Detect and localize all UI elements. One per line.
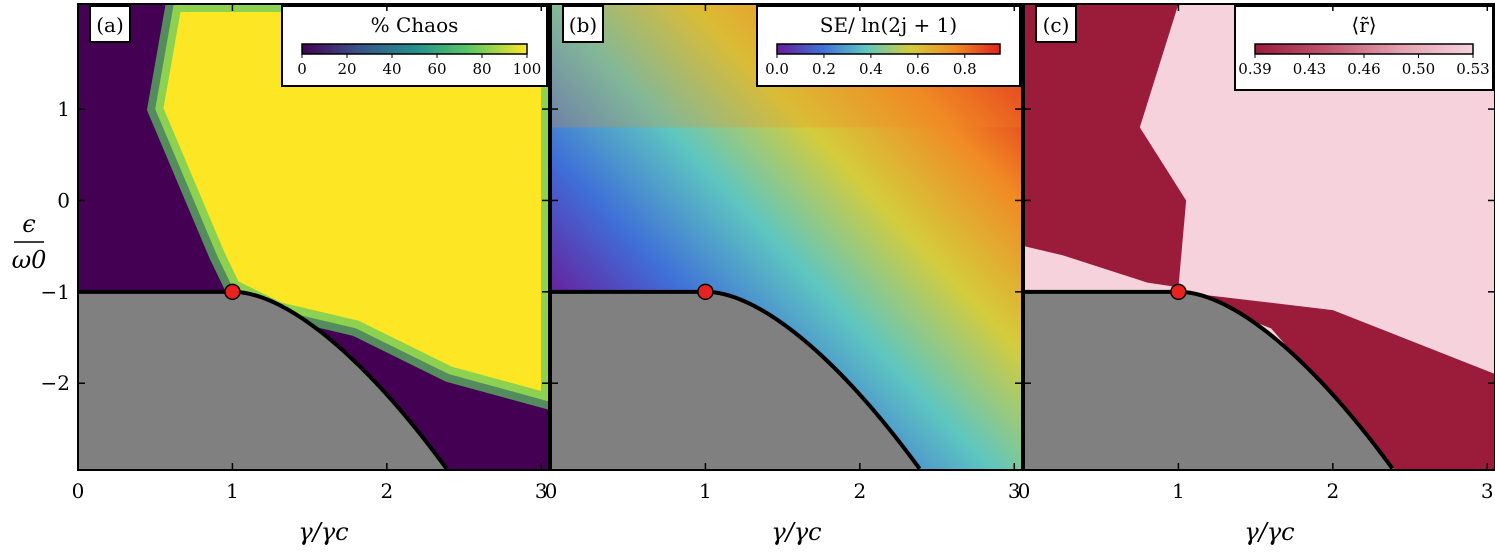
forbidden-region bbox=[78, 291, 448, 470]
x-tick-label: 0 bbox=[545, 479, 558, 503]
x-tick-label: 2 bbox=[380, 479, 393, 503]
y-tick-label: −1 bbox=[41, 280, 70, 304]
heatmap-chaotic-region bbox=[155, 4, 549, 402]
colorbar-tick-label: 100 bbox=[513, 60, 542, 78]
x-tick-label: 3 bbox=[535, 479, 548, 503]
panel-a: (a) % Chaos 0 20 40 60 80 100 bbox=[77, 3, 550, 471]
colorbar-title: SE/ ln(2j + 1) bbox=[820, 13, 957, 37]
panel-tag: (a) bbox=[96, 13, 124, 37]
y-tick-label: 1 bbox=[57, 97, 70, 121]
x-tick-label: 1 bbox=[1172, 479, 1185, 503]
colorbar-tick-label: 0.53 bbox=[1456, 60, 1489, 78]
colorbar-gradient bbox=[301, 43, 528, 55]
colorbar-tick-label: 0.0 bbox=[765, 60, 789, 78]
colorbar-tick-label: 0.8 bbox=[953, 60, 977, 78]
panel-frame bbox=[1023, 3, 1495, 471]
colorbar-tick-label: 0.6 bbox=[906, 60, 930, 78]
y-axis-label-denominator: ω0 bbox=[12, 246, 47, 274]
colorbar-tick-label: 0.50 bbox=[1402, 60, 1435, 78]
panel-tag-box bbox=[562, 5, 604, 43]
x-tick-label: 1 bbox=[699, 479, 712, 503]
ground-state-boundary bbox=[1024, 289, 1395, 470]
colorbar-tick-label: 0.4 bbox=[859, 60, 883, 78]
x-tick-label: 2 bbox=[853, 479, 866, 503]
y-tick-label: 0 bbox=[57, 188, 70, 212]
panel-tag: (c) bbox=[1043, 13, 1070, 37]
colorbar-title: % Chaos bbox=[371, 13, 459, 37]
y-tick-label: −2 bbox=[41, 371, 70, 395]
forbidden-region bbox=[1024, 291, 1394, 470]
panel-frame bbox=[77, 3, 550, 471]
panel-tag: (b) bbox=[569, 13, 597, 37]
x-tick-label: 0 bbox=[1018, 479, 1031, 503]
critical-point bbox=[697, 283, 714, 301]
panel-tag-box bbox=[89, 5, 131, 43]
x-tick-label: 1 bbox=[226, 479, 239, 503]
panel-c: (c) ⟨r̃⟩ 0.39 0.43 0.46 0.50 0.53 bbox=[1023, 3, 1495, 471]
x-axis-label: γ/γc bbox=[1244, 518, 1294, 546]
x-tick-label: 0 bbox=[72, 479, 85, 503]
panel-b: (b) SE/ ln(2j + 1) 0.0 0.2 0.4 0.6 0.8 bbox=[550, 3, 1023, 471]
colorbar-tick-label: 40 bbox=[382, 60, 401, 78]
heatmap-edge-band bbox=[1178, 291, 1495, 470]
colorbar-tick-label: 80 bbox=[472, 60, 491, 78]
colorbar-tick-label: 60 bbox=[427, 60, 446, 78]
critical-point bbox=[224, 283, 241, 301]
colorbar-tick-label: 0.39 bbox=[1238, 60, 1271, 78]
x-tick-label: 3 bbox=[1008, 479, 1021, 503]
x-tick-label: 3 bbox=[1481, 479, 1494, 503]
colorbar-title: ⟨r̃⟩ bbox=[1351, 13, 1376, 37]
axes: 0 1 2 3 γ/γc 0 1 2 3 γ/γc 0 1 2 3 γ/γc 1 0 −1 −2 ϵ ω0 bbox=[12, 4, 1495, 546]
panels: (a) % Chaos 0 20 40 60 80 100 (b) SE/ ln(2j + 1) 0… bbox=[77, 3, 1495, 471]
colorbar-gradient bbox=[1254, 43, 1474, 55]
ground-state-boundary bbox=[551, 289, 922, 470]
ground-state-boundary bbox=[78, 289, 449, 470]
colorbar-gradient bbox=[776, 43, 1001, 55]
x-tick-label: 2 bbox=[1326, 479, 1339, 503]
x-axis-label: γ/γc bbox=[298, 518, 348, 546]
heatmap-regular-region bbox=[1024, 4, 1187, 288]
panel-tag-box bbox=[1035, 5, 1077, 43]
critical-point bbox=[1170, 283, 1187, 301]
y-axis-label-numerator: ϵ bbox=[22, 210, 35, 238]
colorbar-tick-label: 20 bbox=[337, 60, 356, 78]
colorbar-tick-label: 0.46 bbox=[1347, 60, 1380, 78]
colorbar-tick-label: 0.2 bbox=[812, 60, 836, 78]
panel-frame bbox=[550, 3, 1023, 471]
x-axis-label: γ/γc bbox=[771, 518, 821, 546]
forbidden-region bbox=[551, 291, 921, 470]
colorbar-tick-label: 0.43 bbox=[1293, 60, 1326, 78]
colorbar-tick-label: 0 bbox=[297, 60, 307, 78]
